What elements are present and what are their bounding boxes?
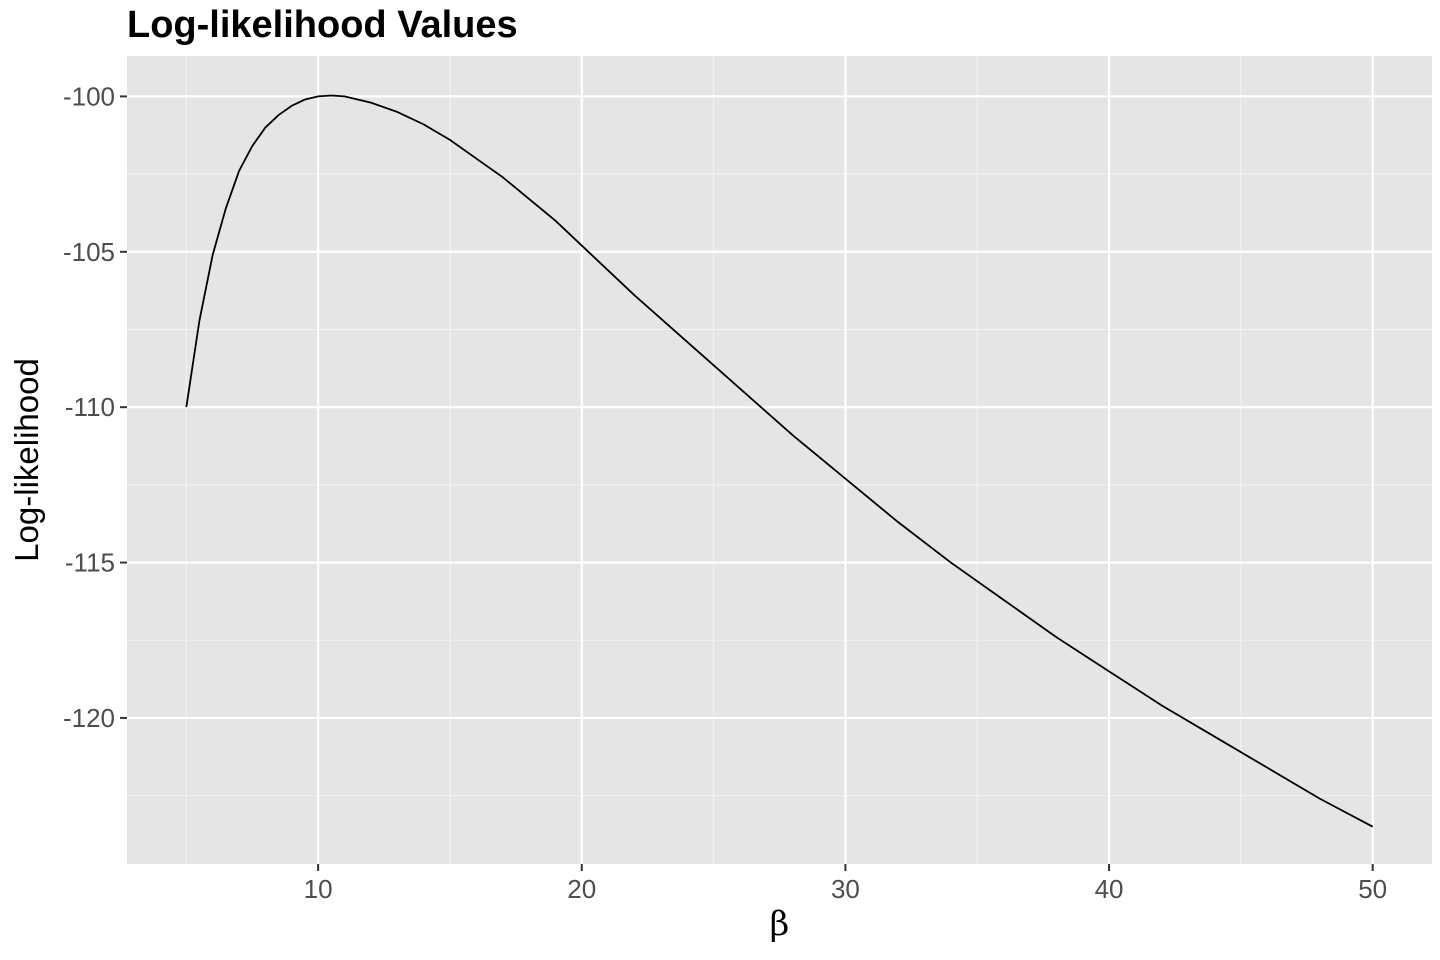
- y-axis-ticks: -100 -105 -110 -115 -120: [63, 81, 127, 733]
- y-tick-label: -100: [63, 81, 115, 111]
- x-tick-label: 40: [1095, 874, 1124, 904]
- minor-gridlines: [127, 56, 1432, 864]
- plot-panel: [127, 56, 1432, 864]
- y-tick-label: -120: [63, 703, 115, 733]
- x-axis-title: β: [770, 904, 790, 944]
- major-gridlines: [127, 56, 1432, 864]
- y-axis-title: Log-likelihood: [8, 358, 45, 562]
- x-axis-ticks: 10 20 30 40 50: [304, 864, 1387, 904]
- y-tick-label: -105: [63, 237, 115, 267]
- x-tick-label: 20: [567, 874, 596, 904]
- y-tick-label: -110: [65, 392, 115, 422]
- x-tick-label: 10: [304, 874, 333, 904]
- x-tick-label: 30: [831, 874, 860, 904]
- y-tick-label: -115: [65, 548, 115, 578]
- x-tick-label: 50: [1358, 874, 1387, 904]
- chart-title: Log-likelihood Values: [127, 4, 518, 46]
- log-likelihood-line: [185, 94, 1374, 828]
